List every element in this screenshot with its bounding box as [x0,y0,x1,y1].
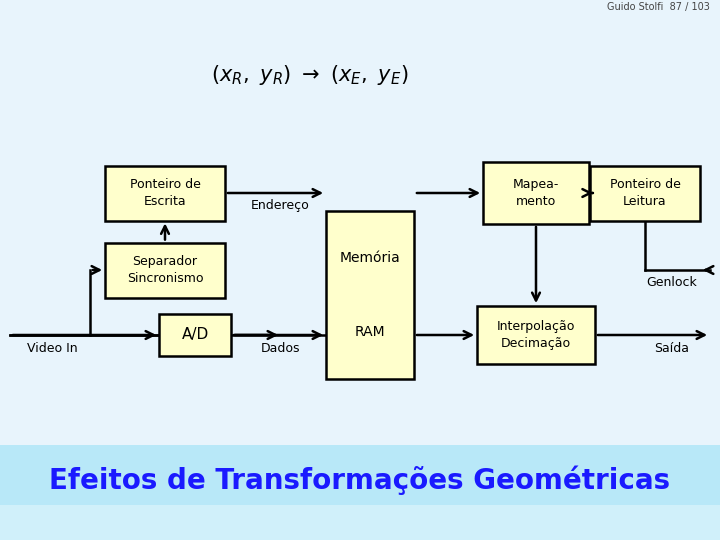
Text: Separador
Sincronismo: Separador Sincronismo [127,255,203,285]
Bar [0,445,720,540]
Text: Efeitos de Transformações Geométricas: Efeitos de Transformações Geométricas [50,465,670,495]
Bar [0,505,720,540]
Bar [590,165,700,220]
Text: Video In: Video In [27,341,77,354]
Text: Memória



RAM: Memória RAM [340,251,400,339]
Text: Interpolação
Decimação: Interpolação Decimação [497,320,575,350]
Bar [105,165,225,220]
Text: Endereço: Endereço [251,199,310,212]
Text: Mapeа-
mento: Mapeа- mento [513,178,559,208]
Text: Guido Stolfi  87 / 103: Guido Stolfi 87 / 103 [607,2,710,12]
Bar [477,306,595,364]
Text: Ponteiro de
Escrita: Ponteiro de Escrita [130,178,200,208]
Text: Ponteiro de
Leitura: Ponteiro de Leitura [610,178,680,208]
Text: Genlock: Genlock [647,276,698,289]
Bar [483,162,589,224]
Bar [159,314,231,356]
Text: A/D: A/D [181,327,209,342]
Text: Saída: Saída [654,341,690,354]
Bar [326,211,414,379]
Text: Dados: Dados [260,341,300,354]
Bar [105,242,225,298]
Bar [0,0,720,445]
Text: $(x_R,\ y_R)\ \rightarrow\ (x_E,\ y_E)$: $(x_R,\ y_R)\ \rightarrow\ (x_E,\ y_E)$ [211,63,409,87]
